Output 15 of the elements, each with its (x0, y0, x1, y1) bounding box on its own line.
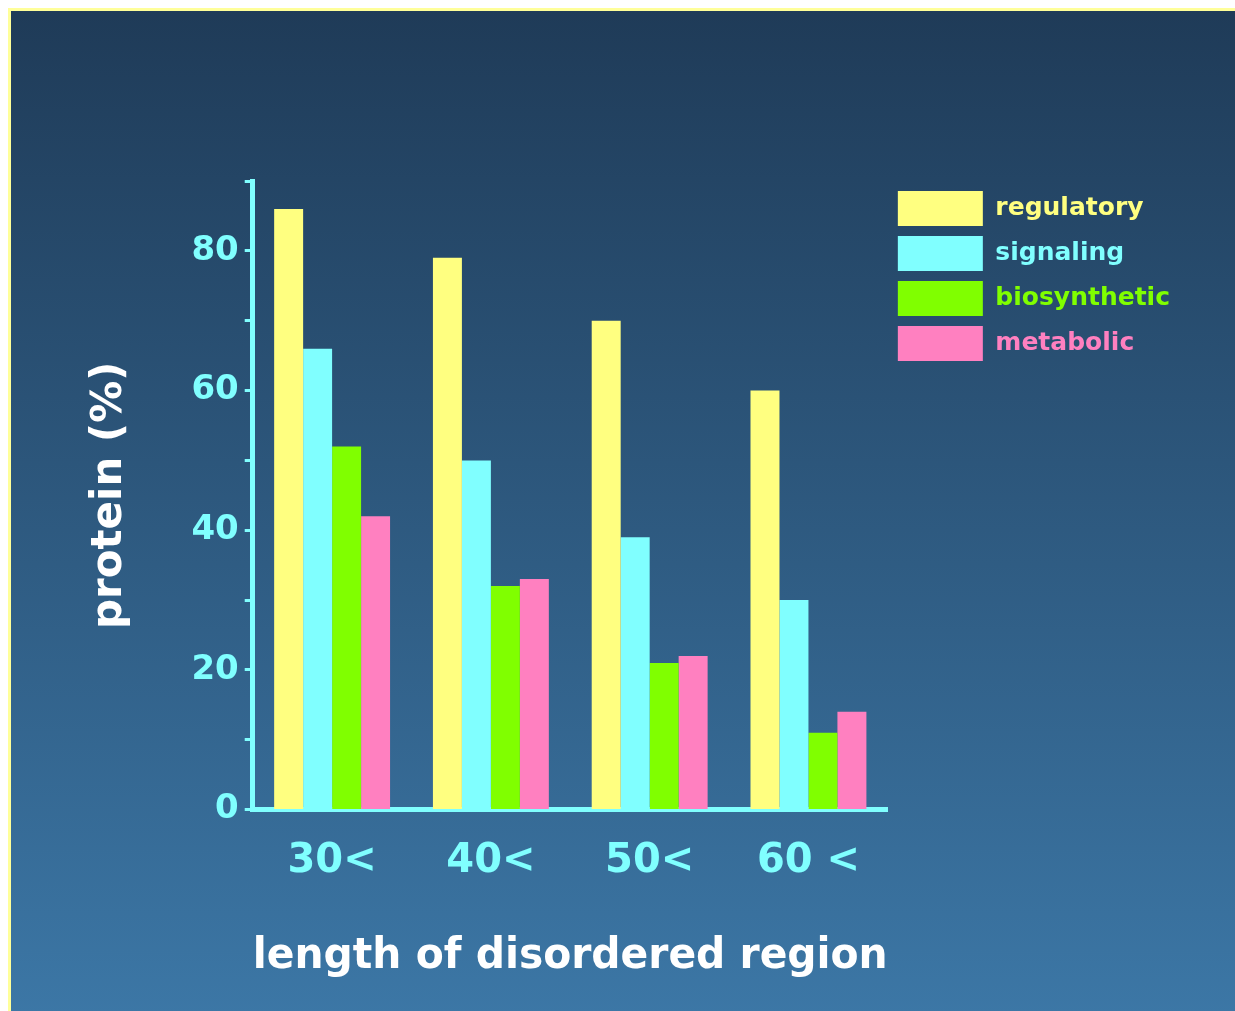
y-tick-label: 60 (191, 367, 239, 408)
x-tick-label: 60 < (756, 834, 861, 881)
x-tick-label: 40< (446, 834, 536, 881)
y-tick-label: 80 (191, 227, 239, 268)
y-tick-label: 20 (191, 646, 239, 687)
legend-label: metabolic (995, 327, 1135, 356)
legend-label: signaling (995, 237, 1125, 266)
x-tick-label: 50< (605, 834, 695, 881)
y-axis-title: protein (%) (82, 361, 132, 630)
y-tick-label: 40 (191, 507, 239, 548)
y-tick-label: 0 (215, 786, 239, 827)
x-tick-label: 30< (287, 834, 377, 881)
legend-label: biosynthetic (995, 282, 1171, 311)
x-axis-title: length of disordered region (252, 929, 888, 978)
legend-label: regulatory (995, 192, 1144, 221)
